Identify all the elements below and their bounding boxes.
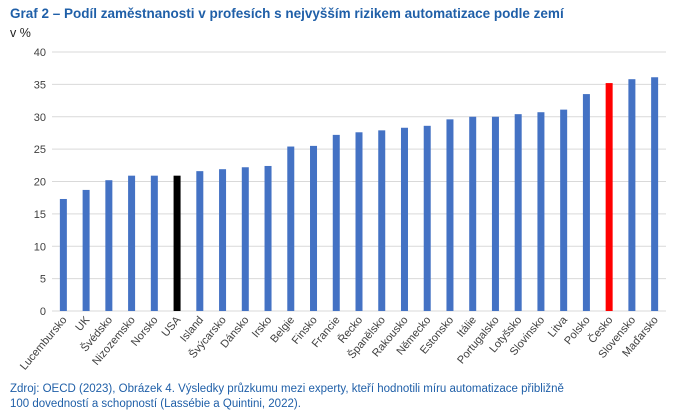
- bar: [150, 175, 158, 311]
- bar: [82, 189, 90, 311]
- bars: [59, 77, 659, 312]
- bar: [651, 77, 659, 311]
- bar: [310, 145, 318, 311]
- bar: [469, 116, 477, 311]
- bar: [287, 146, 295, 311]
- bar: [105, 180, 113, 311]
- bar: [537, 112, 545, 311]
- y-tick-label: 20: [34, 177, 46, 189]
- y-tick-label: 40: [34, 47, 46, 59]
- bar: [400, 127, 408, 311]
- y-tick-label: 0: [40, 306, 46, 318]
- bar: [128, 175, 136, 311]
- bar: [355, 132, 363, 311]
- bar: [582, 94, 590, 312]
- bar: [196, 171, 204, 311]
- y-tick-label: 15: [34, 209, 46, 221]
- y-tick-label: 25: [34, 144, 46, 156]
- chart-title: Graf 2 – Podíl zaměstnanosti v profesích…: [10, 6, 564, 21]
- y-axis-ticks: 0 5 10 15 20 25 30 35 40: [34, 47, 46, 318]
- x-tick-label: Lucembursko: [18, 314, 70, 372]
- y-tick-label: 5: [40, 274, 46, 286]
- bar: [264, 165, 272, 311]
- y-tick-label: 35: [34, 79, 46, 91]
- y-axis-unit: v %: [10, 26, 31, 40]
- source-line-2: 100 dovedností a schopností (Lassébie a …: [10, 398, 301, 410]
- bar-chart: 0 5 10 15 20 25 30 35 40 Lucembursko UKŠvédskoNiz…: [18, 47, 666, 373]
- bar: [491, 116, 499, 311]
- bar: [219, 169, 227, 311]
- y-tick-label: 10: [34, 241, 46, 253]
- bar: [605, 83, 613, 311]
- bar: [241, 167, 249, 311]
- y-tick-label: 30: [34, 112, 46, 124]
- x-tick-label: UK: [73, 314, 92, 334]
- bar: [446, 119, 454, 311]
- source-note: Zdroj: OECD (2023), Obrázek 4. Výsledky …: [10, 382, 650, 412]
- source-line-1: Zdroj: OECD (2023), Obrázek 4. Výsledky …: [10, 383, 564, 395]
- bar: [378, 130, 386, 311]
- bar: [514, 114, 522, 311]
- x-tick-label: Polsko: [562, 314, 592, 347]
- bar: [423, 125, 431, 311]
- bar: [59, 198, 67, 311]
- bar: [173, 175, 181, 311]
- bar: [628, 79, 636, 311]
- bar: [332, 134, 340, 311]
- bar: [560, 109, 568, 311]
